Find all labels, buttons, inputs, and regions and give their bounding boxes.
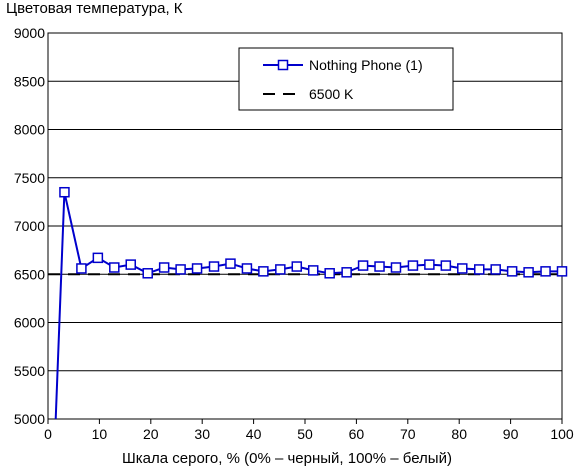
legend-label: Nothing Phone (1)	[309, 57, 423, 73]
y-tick-label: 7500	[14, 170, 45, 186]
data-point	[142, 268, 153, 279]
y-tick-label: 6000	[14, 315, 45, 331]
data-point	[208, 261, 220, 272]
x-tick-label: 80	[451, 426, 467, 442]
y-tick-label: 5000	[14, 411, 45, 427]
data-point	[357, 260, 369, 271]
y-tick-label: 9000	[14, 25, 45, 41]
data-point	[59, 186, 70, 198]
x-tick-label: 10	[92, 426, 108, 442]
data-point	[457, 263, 468, 274]
chart-title: Цветовая температура, К	[6, 0, 183, 17]
x-tick-label: 60	[349, 426, 365, 442]
x-tick-label: 100	[550, 426, 574, 442]
data-point	[307, 265, 319, 276]
x-tick-label: 70	[400, 426, 416, 442]
x-tick-label: 90	[503, 426, 519, 442]
data-point	[440, 260, 452, 271]
data-point	[506, 266, 518, 277]
data-point	[390, 262, 402, 273]
data-point	[125, 259, 137, 270]
legend	[238, 47, 454, 111]
data-point	[275, 264, 286, 275]
x-tick-label: 20	[143, 426, 159, 442]
data-point	[324, 268, 335, 279]
data-point	[175, 264, 186, 275]
data-point	[109, 262, 120, 273]
data-point	[225, 258, 236, 269]
plot-frame	[47, 32, 563, 420]
x-tick-label: 0	[44, 426, 52, 442]
data-point	[241, 263, 253, 274]
data-point	[76, 263, 87, 274]
data-point	[556, 266, 568, 277]
data-point	[291, 261, 303, 272]
data-point	[424, 259, 435, 270]
data-point	[490, 264, 501, 275]
x-tick-label: 50	[297, 426, 313, 442]
data-point	[407, 260, 419, 271]
y-tick-label: 7000	[14, 218, 45, 234]
x-axis-label: Шкала серого, % (0% – черный, 100% – бел…	[122, 450, 452, 467]
data-point	[191, 263, 203, 274]
data-point	[473, 264, 485, 275]
data-point	[523, 267, 534, 278]
data-point	[374, 261, 385, 272]
x-tick-label: 40	[246, 426, 262, 442]
legend-swatch-marker	[277, 59, 289, 71]
data-point	[258, 266, 269, 277]
data-point	[92, 252, 104, 264]
data-point	[341, 267, 352, 278]
y-tick-label: 5500	[14, 363, 45, 379]
data-point	[158, 262, 170, 273]
data-point	[540, 266, 551, 277]
y-tick-label: 8000	[14, 122, 45, 138]
y-tick-label: 6500	[14, 266, 45, 282]
x-tick-label: 30	[194, 426, 210, 442]
y-tick-label: 8500	[14, 73, 45, 89]
legend-label: 6500 K	[309, 86, 354, 102]
